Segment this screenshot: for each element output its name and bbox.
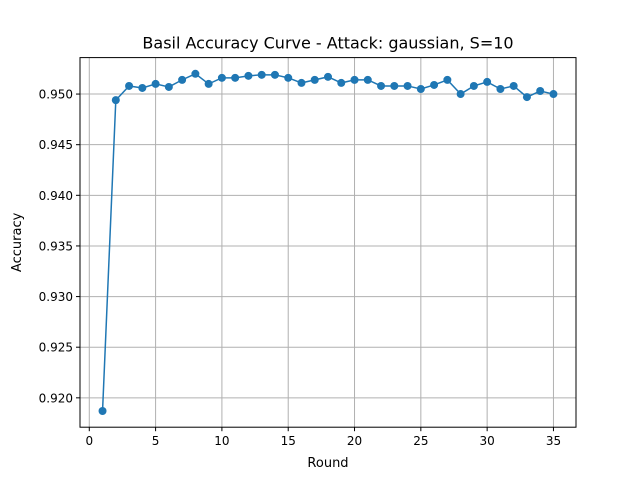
data-point (390, 81, 399, 90)
data-point (297, 78, 306, 87)
data-point (138, 83, 147, 92)
x-tick-label: 10 (214, 434, 229, 448)
data-point (430, 80, 439, 89)
data-point (456, 90, 465, 99)
data-point (324, 72, 332, 81)
y-tick-label: 0.945 (39, 138, 73, 152)
x-tick-label: 15 (281, 434, 296, 448)
data-point (178, 75, 187, 84)
x-tick-label: 20 (347, 434, 362, 448)
data-point (164, 82, 173, 91)
data-point (257, 70, 266, 79)
y-tick-label: 0.930 (39, 290, 73, 304)
data-point (522, 93, 531, 102)
x-tick-label: 25 (413, 434, 428, 448)
data-point (217, 73, 226, 82)
data-point (509, 81, 518, 90)
data-point (483, 77, 492, 86)
data-point (403, 81, 412, 90)
axis-ticks: 0 5 10 15 20 25 30 35 0.920 0.925 0.930 0.935 0.940 0… (39, 88, 561, 449)
x-tick-label: 30 (480, 434, 495, 448)
x-tick-label: 0 (85, 434, 93, 448)
y-axis-label: Accuracy (10, 212, 25, 272)
data-point (310, 75, 319, 84)
y-tick-label: 0.935 (39, 239, 73, 253)
y-tick-label: 0.940 (39, 189, 73, 203)
data-point (443, 75, 452, 84)
data-point (549, 90, 558, 99)
y-tick-label: 0.925 (39, 341, 73, 355)
x-tick-label: 5 (152, 434, 160, 448)
data-point (377, 81, 386, 90)
data-point (363, 75, 372, 84)
data-point (416, 84, 425, 93)
plot-frame (79, 57, 577, 428)
data-point (125, 81, 134, 90)
data-point (350, 75, 359, 84)
y-tick-label: 0.920 (39, 391, 73, 405)
data-point (111, 96, 120, 105)
grid-lines (80, 57, 576, 428)
data-point (536, 87, 545, 96)
data-point (151, 79, 160, 88)
data-series (98, 69, 558, 415)
data-point (496, 84, 505, 93)
data-point (231, 73, 240, 82)
x-tick-label: 35 (546, 434, 561, 448)
data-point (469, 81, 478, 90)
y-tick-label: 0.950 (39, 88, 73, 102)
data-point (98, 406, 107, 415)
data-point (191, 69, 200, 78)
data-point (270, 70, 279, 79)
data-point (244, 71, 253, 80)
x-axis-label: Round (307, 456, 348, 471)
data-point (337, 78, 346, 87)
data-point (284, 73, 293, 82)
chart-title: Basil Accuracy Curve - Attack: gaussian,… (142, 34, 513, 53)
data-point (204, 79, 213, 88)
